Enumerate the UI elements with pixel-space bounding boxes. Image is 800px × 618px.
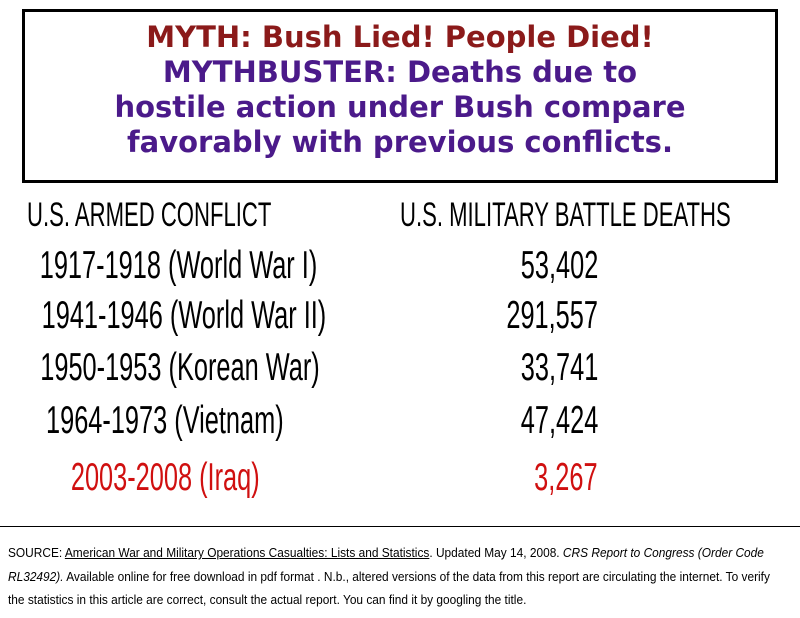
deaths-text: 291,557 <box>506 294 598 337</box>
deaths: 33,741 <box>298 346 598 390</box>
deaths-text: 3,267 <box>534 456 598 499</box>
conflict-text: 1964-1973 (Vietnam) <box>46 399 284 442</box>
deaths-text: 33,741 <box>520 346 598 389</box>
deaths: 53,402 <box>298 244 598 288</box>
column-header: U.S. MILITARY BATTLE DEATHS <box>400 196 800 235</box>
mythbuster-line: favorably with previous conflicts. <box>127 125 673 159</box>
source-label: SOURCE: <box>8 545 63 560</box>
column-header: U.S. ARMED CONFLICT <box>0 196 403 235</box>
header-box: MYTH: Bush Lied! People Died! MYTHBUSTER… <box>22 9 778 183</box>
column-header-text: U.S. ARMED CONFLICT <box>27 196 272 234</box>
column-header-text: U.S. MILITARY BATTLE DEATHS <box>400 196 731 234</box>
conflict: 1941-1946 (World War II) <box>0 294 365 338</box>
deaths-text: 47,424 <box>520 399 598 442</box>
myth: MYTH: Bush Lied! People Died! <box>146 20 654 54</box>
conflict-text: 1917-1918 (World War I) <box>39 244 318 287</box>
divider <box>0 526 800 527</box>
source-link[interactable]: American War and Military Operations Cas… <box>64 545 430 560</box>
conflict: 1964-1973 (Vietnam) <box>0 399 365 443</box>
deaths-text: 53,402 <box>520 244 598 287</box>
source-report: CRS Report to Congress (Order Code RL324… <box>8 545 764 584</box>
conflict: 1917-1918 (World War I) <box>0 244 365 288</box>
conflict-text: 1941-1946 (World War II) <box>41 294 327 337</box>
conflict-text: 1950-1953 (Korean War) <box>40 346 320 389</box>
deaths: 3,267 <box>298 456 598 500</box>
source-updated: . Updated May 14, 2008. <box>429 545 560 560</box>
source-rest: Available online for free download in pd… <box>8 568 770 608</box>
conflict-text: 2003-2008 (Iraq) <box>70 456 260 499</box>
mythbuster-line: hostile action under Bush compare <box>114 90 686 124</box>
conflict: 1950-1953 (Korean War) <box>0 346 365 390</box>
deaths: 47,424 <box>298 399 598 443</box>
mythbuster-line: MYTHBUSTER: Deaths due to <box>162 55 638 89</box>
source-note: SOURCE: American War and Military Operat… <box>8 541 781 612</box>
conflict: 2003-2008 (Iraq) <box>0 456 365 500</box>
deaths: 291,557 <box>298 294 598 338</box>
